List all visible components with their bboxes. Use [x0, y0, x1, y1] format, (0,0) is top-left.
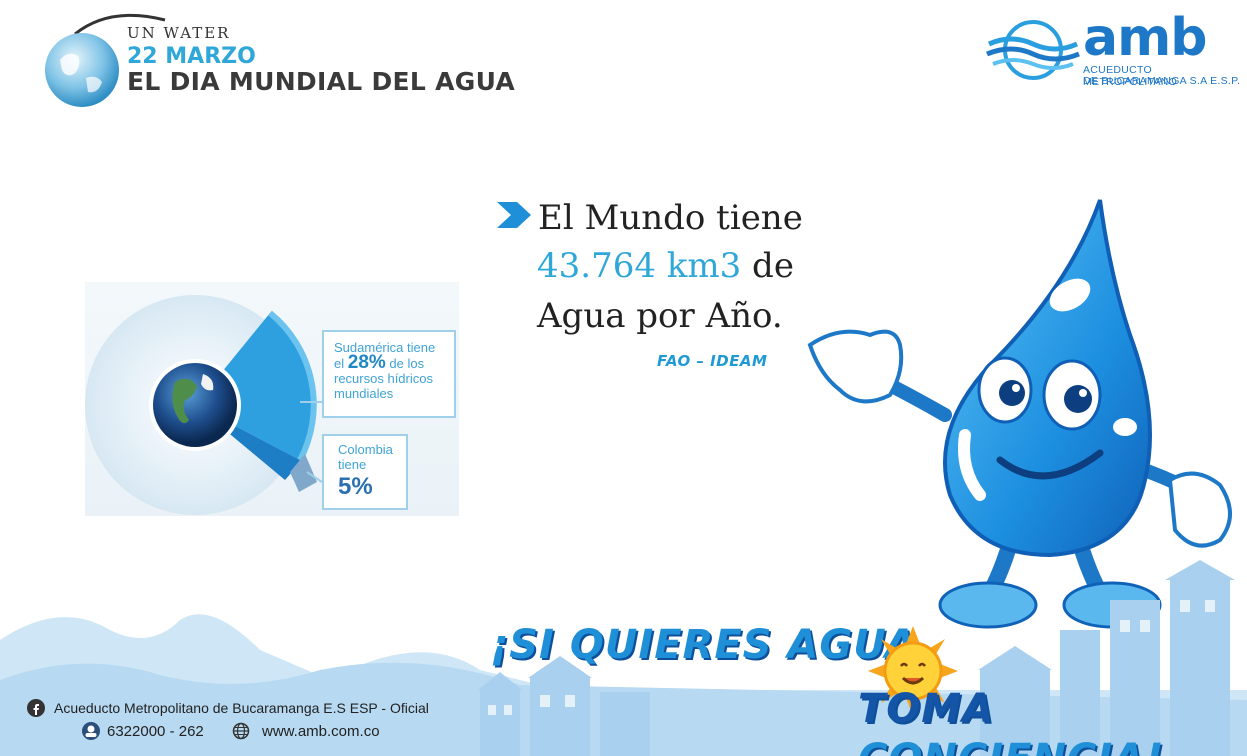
- colombia-box: Colombia tiene 5%: [322, 434, 408, 510]
- phone-icon: [82, 722, 100, 740]
- statement-source: FAO – IDEAM: [657, 352, 768, 370]
- slogan-line-2-part-1: TOMA: [858, 686, 995, 732]
- org-line: UN WATER: [127, 24, 231, 42]
- slogan-line-1: ¡SI QUIERES AGUA,: [490, 622, 934, 668]
- south-america-prefix: Sudamérica tiene: [334, 340, 436, 355]
- south-america-value: 28%: [347, 352, 386, 373]
- sun-icon: [868, 626, 958, 716]
- water-drop-mascot: [807, 199, 1232, 629]
- brand-subtitle-1: ACUEDUCTO METROPOLITANO: [1083, 64, 1178, 88]
- arrow-right-icon: [497, 202, 531, 228]
- facebook-icon[interactable]: [27, 699, 45, 717]
- facebook-link[interactable]: Acueducto Metropolitano de Bucaramanga E…: [54, 700, 429, 716]
- website-link[interactable]: www.amb.com.co: [262, 723, 380, 740]
- un-water-swoosh: [74, 13, 166, 36]
- phone-number: 6322000 - 262: [107, 723, 204, 740]
- south-america-suffix: de los recursos hídricos mundiales: [334, 356, 433, 401]
- south-america-box: Sudamérica tiene el 28% de los recursos …: [322, 330, 456, 418]
- statement-line-3: Agua por Año.: [537, 296, 783, 336]
- mountain-city-scenery: [0, 560, 1247, 756]
- event-title: EL DIA MUNDIAL DEL AGUA: [127, 67, 516, 96]
- slogan-line-2-part-2: CONCIENCIA!: [858, 736, 1164, 756]
- south-america-pre-value: el: [334, 356, 345, 371]
- brand-name: amb: [1083, 8, 1207, 68]
- brand-subtitle-2: DE BUCARAMANGA S.A E.S.P.: [1083, 75, 1241, 87]
- globe-web-icon: [232, 722, 250, 740]
- statement-line-1: El Mundo tiene: [538, 198, 803, 238]
- statement-line-2-rest: de: [741, 246, 794, 286]
- colombia-label: Colombia tiene: [338, 442, 393, 472]
- colombia-value: 5%: [338, 473, 373, 500]
- slogan-line-2: TOMA CONCIENCIA!: [858, 684, 1247, 756]
- event-date: 22 MARZO: [127, 44, 256, 69]
- statement-highlight: 43.764 km3: [537, 246, 742, 286]
- globe-icon: [45, 33, 119, 107]
- statement-line-2: 43.764 km3 de: [537, 246, 794, 286]
- amb-logo-waves: [986, 20, 1080, 80]
